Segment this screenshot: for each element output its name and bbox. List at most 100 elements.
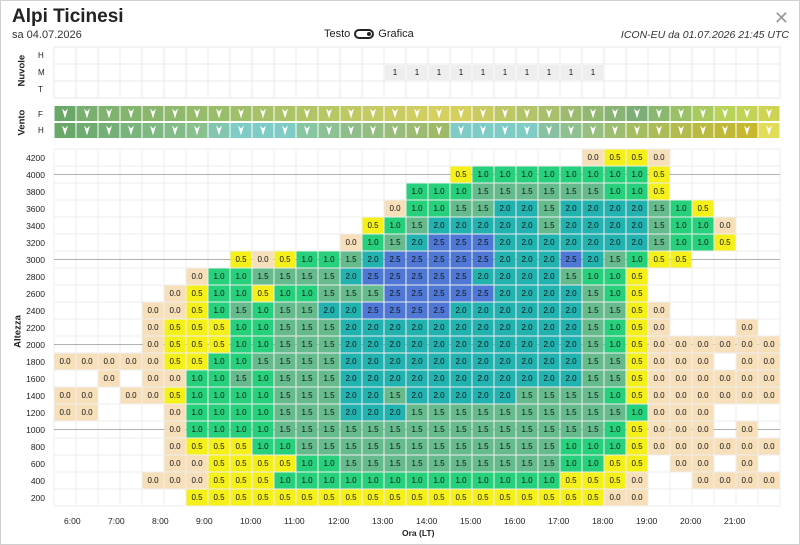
lift-value: 1.0 [389,476,401,485]
lift-cell [230,421,252,438]
lift-value: 1.0 [675,238,687,247]
x-tick-label: 21:00 [724,516,746,526]
lift-cell [428,387,450,404]
cloud-cell [471,80,495,99]
grid-cell [75,233,99,252]
lift-value: 0.0 [169,476,181,485]
lift-cell [472,268,494,285]
wind-arrow-icon [260,108,266,119]
lift-value: 1.5 [477,425,489,434]
lift-cell [560,285,582,302]
lift-value: 2.0 [345,340,357,349]
lift-cell [274,285,296,302]
grid-cell [75,437,99,456]
grid-cell [295,148,319,167]
grid-cell [75,267,99,286]
lift-value: 1.5 [323,272,335,281]
lift-value: 1.5 [279,340,291,349]
grid-cell [75,148,99,167]
grid-cell [251,148,275,167]
grid-cell [735,267,759,286]
toggle-switch[interactable] [354,29,375,39]
lift-value: 2.0 [499,357,511,366]
grid-cell [251,216,275,235]
lift-value: 1.0 [697,238,709,247]
toggle-label-graphic[interactable]: Grafica [378,28,414,40]
wind-arrow-icon [634,108,640,119]
lift-value: 2.0 [609,204,621,213]
lift-value: 0.0 [697,357,709,366]
grid-cell [713,488,737,507]
lift-cell [428,421,450,438]
lift-cell [362,234,384,251]
wind-arrow-icon [414,125,420,136]
grid-cell [141,284,165,303]
wind-arrow-icon [172,108,178,119]
lift-cell [406,285,428,302]
lift-value: 1.5 [477,408,489,417]
wind-section-label: Vento [16,109,28,136]
cloud-cell [757,46,781,65]
cloud-cell [207,80,231,99]
y-tick-label: 2400 [26,306,45,316]
lift-cell [142,336,164,353]
lift-cell [406,234,428,251]
lift-value: 1.0 [609,425,621,434]
lift-value: 0.5 [499,493,511,502]
lift-cell [186,370,208,387]
lift-cell [252,387,274,404]
y-tick-label: 2600 [26,289,45,299]
wind-arrow-icon [326,108,332,119]
cloud-cell [119,46,143,65]
grid-cell [229,182,253,201]
lift-cell [76,353,98,370]
lift-cell [472,421,494,438]
lift-value: 1.0 [235,408,247,417]
lift-value: 0.0 [147,391,159,400]
grid-cell [75,216,99,235]
y-tick-label: 4200 [26,153,45,163]
lift-value: 0.0 [81,408,93,417]
cloud-cell [647,80,671,99]
lift-cell [692,438,714,455]
lift-cell [230,251,252,268]
lift-cell [494,234,516,251]
lift-cell [296,268,318,285]
wind-arrow-icon [150,125,156,136]
toggle-label-text[interactable]: Testo [324,28,351,40]
lift-cell [626,285,648,302]
lift-value: 1.0 [257,442,269,451]
lift-value: 0.0 [741,442,753,451]
lift-cell [186,455,208,472]
lift-value: 0.5 [609,476,621,485]
lift-value: 2.5 [367,306,379,315]
lift-cell [604,285,626,302]
lift-value: 2.5 [433,306,445,315]
grid-cell [471,148,495,167]
grid-cell [163,182,187,201]
wind-arrow-icon [238,125,244,136]
lift-cell [428,200,450,217]
lift-cell [164,302,186,319]
lift-cell [472,438,494,455]
lift-cell [274,421,296,438]
lift-cell [582,472,604,489]
grid-cell [53,199,77,218]
lift-cell [296,421,318,438]
lift-cell [626,149,648,166]
lift-value: 1.5 [609,306,621,315]
grid-cell [669,301,693,320]
lift-cell [494,319,516,336]
lift-value: 1.5 [323,442,335,451]
cloud-cell [53,80,77,99]
cloud-cell [537,80,561,99]
grid-cell [53,182,77,201]
grid-cell [53,148,77,167]
lift-cell [164,353,186,370]
view-toggle[interactable]: Testo Grafica [324,28,414,40]
lift-value: 0.5 [631,442,643,451]
wind-arrow-icon [282,125,288,136]
close-icon[interactable]: ✕ [773,8,789,28]
lift-value: 1.5 [433,408,445,417]
grid-cell [317,216,341,235]
